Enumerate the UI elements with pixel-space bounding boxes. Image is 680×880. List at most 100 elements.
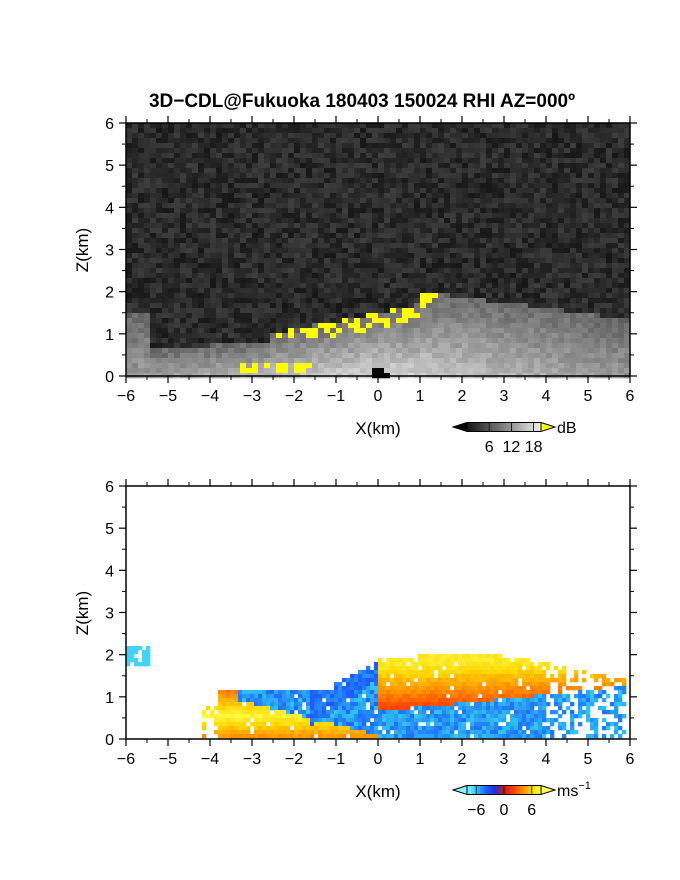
heatmap-cell [378, 233, 385, 239]
heatmap-cell [216, 198, 223, 204]
heatmap-cell [192, 303, 199, 309]
heatmap-cell [216, 128, 223, 134]
heatmap-cell [360, 188, 367, 194]
heatmap-cell [396, 223, 403, 229]
heatmap-cell [480, 308, 487, 314]
heatmap-cell [522, 293, 529, 299]
heatmap-cell [198, 328, 205, 334]
heatmap-cell [546, 223, 553, 229]
heatmap-cell [218, 722, 223, 727]
heatmap-cell [618, 198, 625, 204]
heatmap-cell [582, 178, 589, 184]
heatmap-cell [234, 690, 239, 695]
heatmap-cell [330, 128, 337, 134]
heatmap-cell [144, 348, 151, 354]
heatmap-cell [324, 318, 331, 324]
heatmap-cell [270, 283, 277, 289]
heatmap-cell [552, 158, 559, 164]
heatmap-cell [438, 368, 445, 374]
heatmap-cell [144, 288, 151, 294]
heatmap-cell [270, 248, 277, 254]
heatmap-cell [300, 223, 307, 229]
heatmap-cell [600, 168, 607, 174]
heatmap-cell [450, 238, 457, 244]
heatmap-cell [288, 163, 295, 169]
heatmap-cell [426, 263, 433, 269]
heatmap-cell [564, 188, 571, 194]
heatmap-cell [204, 248, 211, 254]
heatmap-cell [594, 143, 601, 149]
heatmap-cell [204, 333, 211, 339]
colorbar-swatch [526, 422, 529, 432]
heatmap-cell [234, 228, 241, 234]
heatmap-cell [258, 153, 265, 159]
heatmap-cell [162, 353, 169, 359]
heatmap-cell [240, 183, 247, 189]
heatmap-cell [326, 702, 331, 707]
heatmap-cell [276, 338, 283, 344]
heatmap-cell [142, 654, 147, 659]
heatmap-cell [138, 123, 145, 129]
heatmap-cell [612, 138, 619, 144]
heatmap-cell [414, 163, 421, 169]
heatmap-cell [230, 710, 235, 715]
heatmap-cell [486, 163, 493, 169]
heatmap-cell [336, 163, 343, 169]
heatmap-cell [594, 133, 601, 139]
heatmap-cell [216, 143, 223, 149]
heatmap-cell [348, 133, 355, 139]
heatmap-cell [234, 128, 241, 134]
heatmap-cell [474, 128, 481, 134]
heatmap-cell [546, 238, 553, 244]
heatmap-cell [192, 128, 199, 134]
heatmap-cell [570, 318, 577, 324]
heatmap-cell [346, 694, 351, 699]
heatmap-cell [282, 353, 289, 359]
heatmap-cell [294, 238, 301, 244]
heatmap-cell [174, 303, 181, 309]
heatmap-cell [234, 168, 241, 174]
heatmap-cell [144, 228, 151, 234]
heatmap-cell [570, 188, 577, 194]
heatmap-cell [480, 213, 487, 219]
heatmap-cell [180, 238, 187, 244]
heatmap-cell [372, 183, 379, 189]
heatmap-cell [138, 228, 145, 234]
heatmap-cell [390, 323, 397, 329]
heatmap-cell [546, 178, 553, 184]
heatmap-cell [570, 143, 577, 149]
heatmap-cell [420, 258, 427, 264]
heatmap-cell [492, 348, 499, 354]
heatmap-cell [330, 722, 335, 727]
heatmap-cell [174, 228, 181, 234]
heatmap-cell [258, 208, 265, 214]
heatmap-cell [318, 323, 325, 329]
heatmap-cell [420, 158, 427, 164]
heatmap-cell [516, 353, 523, 359]
heatmap-cell [270, 706, 275, 711]
heatmap-cell [348, 248, 355, 254]
heatmap-cell [126, 203, 133, 209]
heatmap-cell [264, 268, 271, 274]
heatmap-cell [516, 228, 523, 234]
heatmap-cell [286, 730, 291, 735]
heatmap-cell [270, 243, 277, 249]
heatmap-cell [126, 148, 133, 154]
heatmap-cell [480, 163, 487, 169]
heatmap-cell [486, 133, 493, 139]
heatmap-cell [528, 203, 535, 209]
heatmap-cell [432, 293, 439, 299]
heatmap-cell [516, 138, 523, 144]
heatmap-cell [156, 263, 163, 269]
heatmap-cell [342, 238, 349, 244]
heatmap-cell [606, 283, 613, 289]
heatmap-cell [324, 253, 331, 259]
heatmap-cell [402, 188, 409, 194]
heatmap-cell [522, 233, 529, 239]
heatmap-cell [522, 193, 529, 199]
heatmap-cell [600, 188, 607, 194]
heatmap-cell [318, 258, 325, 264]
heatmap-cell [618, 238, 625, 244]
heatmap-cell [342, 233, 349, 239]
heatmap-cell [552, 333, 559, 339]
